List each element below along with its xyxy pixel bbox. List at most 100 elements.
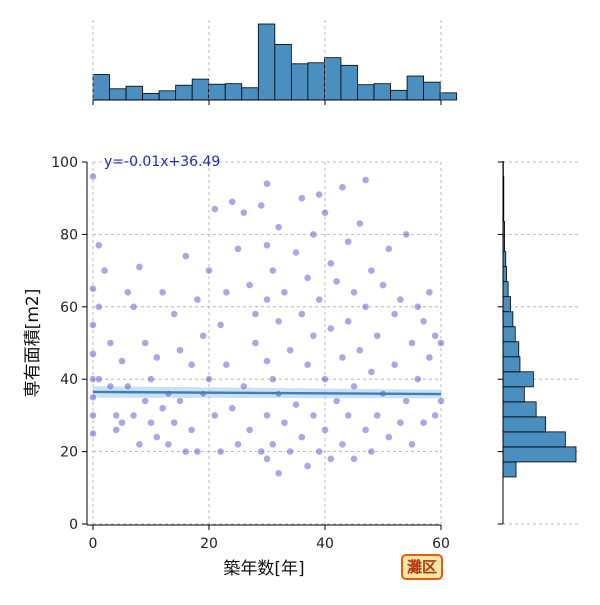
scatter-point [165, 390, 172, 397]
scatter-point [205, 376, 212, 383]
histogram-bar-x [324, 58, 341, 100]
histogram-bar-y [503, 342, 519, 357]
scatter-point [391, 310, 398, 317]
histogram-bar-y [503, 432, 565, 447]
scatter-point [362, 426, 369, 433]
right-marginal-histogram [497, 161, 580, 524]
scatter-point [194, 448, 201, 455]
scatter-point [333, 397, 340, 404]
scatter-point [275, 318, 282, 325]
scatter-point [89, 430, 96, 437]
scatter-point [321, 209, 328, 216]
scatter-point [420, 419, 427, 426]
histogram-bar-x [159, 91, 176, 100]
scatter-point [176, 397, 183, 404]
scatter-point [345, 318, 352, 325]
histogram-bar-x [374, 84, 391, 100]
scatter-point [391, 361, 398, 368]
y-tick-label: 60 [60, 300, 78, 316]
scatter-point [316, 191, 323, 198]
histogram-bar-x [242, 88, 259, 100]
scatter-point [385, 434, 392, 441]
scatter-point [101, 267, 108, 274]
scatter-point [350, 289, 357, 296]
scatter-point [240, 383, 247, 390]
scatter-point [298, 195, 305, 202]
scatter-point [275, 224, 282, 231]
regression-equation-label: y=-0.01x+36.49 [104, 154, 220, 170]
scatter-point [176, 347, 183, 354]
scatter-point [240, 209, 247, 216]
y-tick-label: 80 [60, 227, 78, 243]
scatter-point [223, 361, 230, 368]
histogram-bar-x [258, 24, 275, 100]
scatter-point [292, 401, 299, 408]
histogram-bar-x [275, 44, 292, 100]
scatter-point [362, 303, 369, 310]
scatter-point [263, 180, 270, 187]
scatter-point [269, 441, 276, 448]
scatter-point [136, 441, 143, 448]
scatter-point [171, 310, 178, 317]
histogram-bar-x [308, 63, 325, 100]
scatter-point [153, 354, 160, 361]
x-axis-title: 築年数[年] [223, 559, 304, 579]
histogram-bar-y [503, 402, 536, 417]
histogram-bar-x [143, 93, 160, 100]
scatter-point [217, 321, 224, 328]
scatter-point [182, 253, 189, 260]
scatter-point [345, 238, 352, 245]
district-badge: 灘区 [401, 554, 443, 580]
scatter-point [298, 434, 305, 441]
scatter-point [263, 358, 270, 365]
scatter-point [89, 350, 96, 357]
scatter-point [368, 267, 375, 274]
scatter-point [281, 419, 288, 426]
scatter-point [263, 455, 270, 462]
scatter-point [246, 426, 253, 433]
scatter-point [229, 198, 236, 205]
scatter-point [414, 376, 421, 383]
scatter-point [258, 448, 265, 455]
scatter-point [194, 296, 201, 303]
scatter-point [298, 310, 305, 317]
histogram-bar-x [192, 79, 209, 100]
scatter-point [188, 426, 195, 433]
scatter-point [217, 448, 224, 455]
histogram-bar-y [503, 297, 510, 312]
histogram-bar-x [110, 89, 127, 100]
scatter-point [89, 321, 96, 328]
scatter-point [426, 354, 433, 361]
scatter-point [310, 231, 317, 238]
scatter-point [229, 405, 236, 412]
histogram-bar-y [503, 447, 576, 462]
scatter-point [89, 173, 96, 180]
scatter-point [130, 303, 137, 310]
histogram-bar-x [341, 65, 358, 100]
scatter-point [426, 289, 433, 296]
scatter-point [327, 325, 334, 332]
scatter-point [327, 260, 334, 267]
scatter-point [379, 281, 386, 288]
histogram-bar-x [407, 76, 424, 100]
histogram-bar-y [503, 372, 533, 387]
x-tick-label: 60 [432, 536, 450, 552]
scatter-point [142, 397, 149, 404]
histogram-bar-x [126, 86, 143, 100]
scatter-point [223, 289, 230, 296]
scatter-point [408, 441, 415, 448]
scatter-point [321, 426, 328, 433]
scatter-point [403, 397, 410, 404]
scatter-point [136, 263, 143, 270]
scatter-point [403, 231, 410, 238]
scatter-point [89, 412, 96, 419]
scatter-point [275, 470, 282, 477]
histogram-bar-x [176, 85, 193, 100]
scatter-point [350, 383, 357, 390]
scatter-point [269, 267, 276, 274]
scatter-point [159, 289, 166, 296]
scatter-point [304, 462, 311, 469]
x-tick-label: 20 [200, 536, 218, 552]
